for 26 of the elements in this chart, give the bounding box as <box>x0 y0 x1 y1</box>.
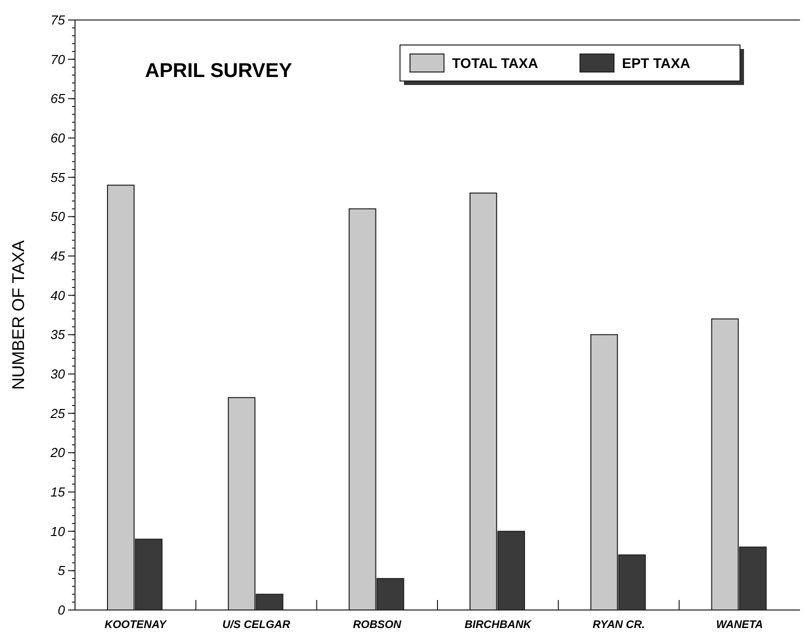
y-tick-label: 50 <box>50 209 66 224</box>
y-axis-title: NUMBER OF TAXA <box>9 240 28 390</box>
x-tick-label: U/S CELGAR <box>222 619 290 631</box>
y-tick-label: 70 <box>50 52 66 67</box>
y-tick-label: 20 <box>50 445 66 460</box>
y-tick-label: 55 <box>50 170 66 185</box>
x-tick-label: BIRCHBANK <box>464 619 532 631</box>
legend-label: EPT TAXA <box>622 54 690 71</box>
y-tick-label: 75 <box>50 12 66 28</box>
y-tick-label: 35 <box>50 327 66 342</box>
x-tick-label: RYAN CR. <box>592 619 645 631</box>
x-tick-label: KOOTENAY <box>104 619 168 631</box>
y-tick-label: 25 <box>50 406 66 421</box>
y-tick-label: 0 <box>58 602 66 618</box>
y-tick-label: 40 <box>50 288 66 303</box>
y-tick-label: 30 <box>50 366 66 382</box>
text: APRIL SURVEY <box>145 60 293 82</box>
y-tick-label: 60 <box>50 130 66 146</box>
x-tick-label: WANETA <box>716 619 764 631</box>
y-tick-label: 15 <box>50 484 66 500</box>
y-tick-label: 65 <box>50 91 66 106</box>
legend-label: TOTAL TAXA <box>452 54 538 71</box>
y-tick-label: 45 <box>50 248 66 264</box>
y-tick-label: 5 <box>58 563 66 578</box>
x-tick-label: ROBSON <box>352 619 402 631</box>
y-tick-label: 10 <box>50 524 66 539</box>
